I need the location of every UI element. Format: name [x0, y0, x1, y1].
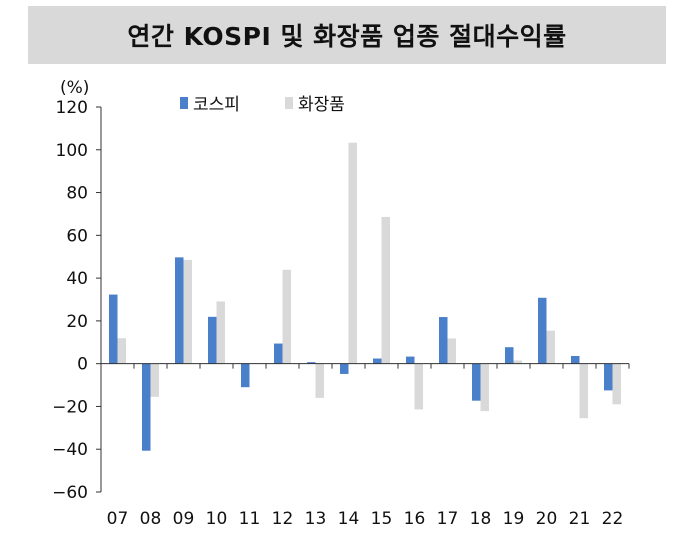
bar-cosmetics-13	[315, 363, 324, 398]
x-tick-label: 20	[536, 509, 558, 529]
y-unit-label: (%)	[60, 78, 89, 98]
x-axis: 07 08 09 10 11 12 13 14 15 16 17 18 19 20 21 22	[100, 363, 630, 529]
bar-cosmetics-07	[117, 338, 126, 364]
y-axis: 120 100 80 60 40 20 0 −20 −40 −60	[52, 98, 102, 503]
x-tick-label: 14	[338, 509, 360, 529]
bar-kospi-12	[274, 343, 283, 364]
y-tick-label: 80	[66, 184, 88, 204]
bar-cosmetics-09	[183, 259, 192, 364]
chart-title: 연간 KOSPI 및 화장품 업종 절대수익률	[127, 22, 567, 51]
y-tick-label: 40	[66, 269, 88, 289]
bar-kospi-08	[142, 363, 151, 451]
bar-kospi-18	[472, 363, 481, 401]
legend-label-cosmetics: 화장품	[298, 95, 345, 115]
x-tick-label: 09	[173, 509, 195, 529]
chart-title-box: 연간 KOSPI 및 화장품 업종 절대수익률	[28, 6, 666, 64]
x-tick-label: 11	[239, 509, 261, 529]
y-tick-label: 20	[66, 312, 88, 332]
legend: 코스피 화장품	[180, 95, 345, 115]
bars	[109, 142, 621, 451]
bar-kospi-22	[604, 363, 613, 391]
x-tick-label: 15	[371, 509, 393, 529]
bar-cosmetics-16	[414, 363, 423, 410]
legend-label-kospi: 코스피	[193, 95, 240, 115]
bar-kospi-17	[439, 317, 448, 364]
x-tick-label: 16	[404, 509, 426, 529]
bar-kospi-10	[208, 316, 217, 364]
bar-cosmetics-18	[480, 363, 489, 412]
legend-swatch-kospi	[180, 97, 188, 109]
x-tick-label: 13	[305, 509, 327, 529]
bar-cosmetics-17	[447, 338, 456, 364]
bar-kospi-20	[538, 297, 547, 364]
x-tick-label: 18	[470, 509, 492, 529]
y-tick-label: −20	[52, 397, 88, 417]
bar-kospi-11	[241, 363, 250, 388]
x-tick-label: 08	[140, 509, 162, 529]
bar-cosmetics-19	[513, 360, 522, 364]
bar-kospi-21	[571, 355, 580, 364]
bar-kospi-09	[175, 257, 184, 364]
x-tick-label: 10	[206, 509, 228, 529]
bar-cosmetics-15	[381, 216, 390, 364]
x-tick-label: 17	[437, 509, 459, 529]
x-tick-label: 19	[503, 509, 525, 529]
x-tick-label: 07	[107, 509, 129, 529]
legend-swatch-cosmetics	[285, 97, 293, 109]
y-tick-label: 0	[77, 355, 88, 375]
bar-cosmetics-12	[282, 269, 291, 364]
bar-cosmetics-20	[546, 330, 555, 364]
y-tick-label: −60	[52, 483, 88, 503]
bar-cosmetics-08	[150, 363, 159, 397]
bar-kospi-19	[505, 347, 514, 364]
bar-cosmetics-10	[216, 301, 225, 364]
x-tick-label: 22	[602, 509, 624, 529]
y-tick-label: 120	[56, 98, 88, 118]
bar-kospi-14	[340, 363, 349, 374]
y-tick-label: 60	[66, 226, 88, 246]
y-tick-label: 100	[56, 141, 88, 161]
bar-kospi-13	[307, 362, 316, 364]
bar-kospi-16	[406, 356, 415, 364]
y-tick-label: −40	[52, 440, 88, 460]
x-tick-label: 12	[272, 509, 294, 529]
bar-cosmetics-14	[348, 142, 357, 364]
bar-cosmetics-22	[612, 363, 621, 405]
bar-kospi-15	[373, 358, 382, 364]
bar-cosmetics-21	[579, 363, 588, 419]
bar-kospi-07	[109, 294, 118, 364]
x-tick-label: 21	[569, 509, 591, 529]
